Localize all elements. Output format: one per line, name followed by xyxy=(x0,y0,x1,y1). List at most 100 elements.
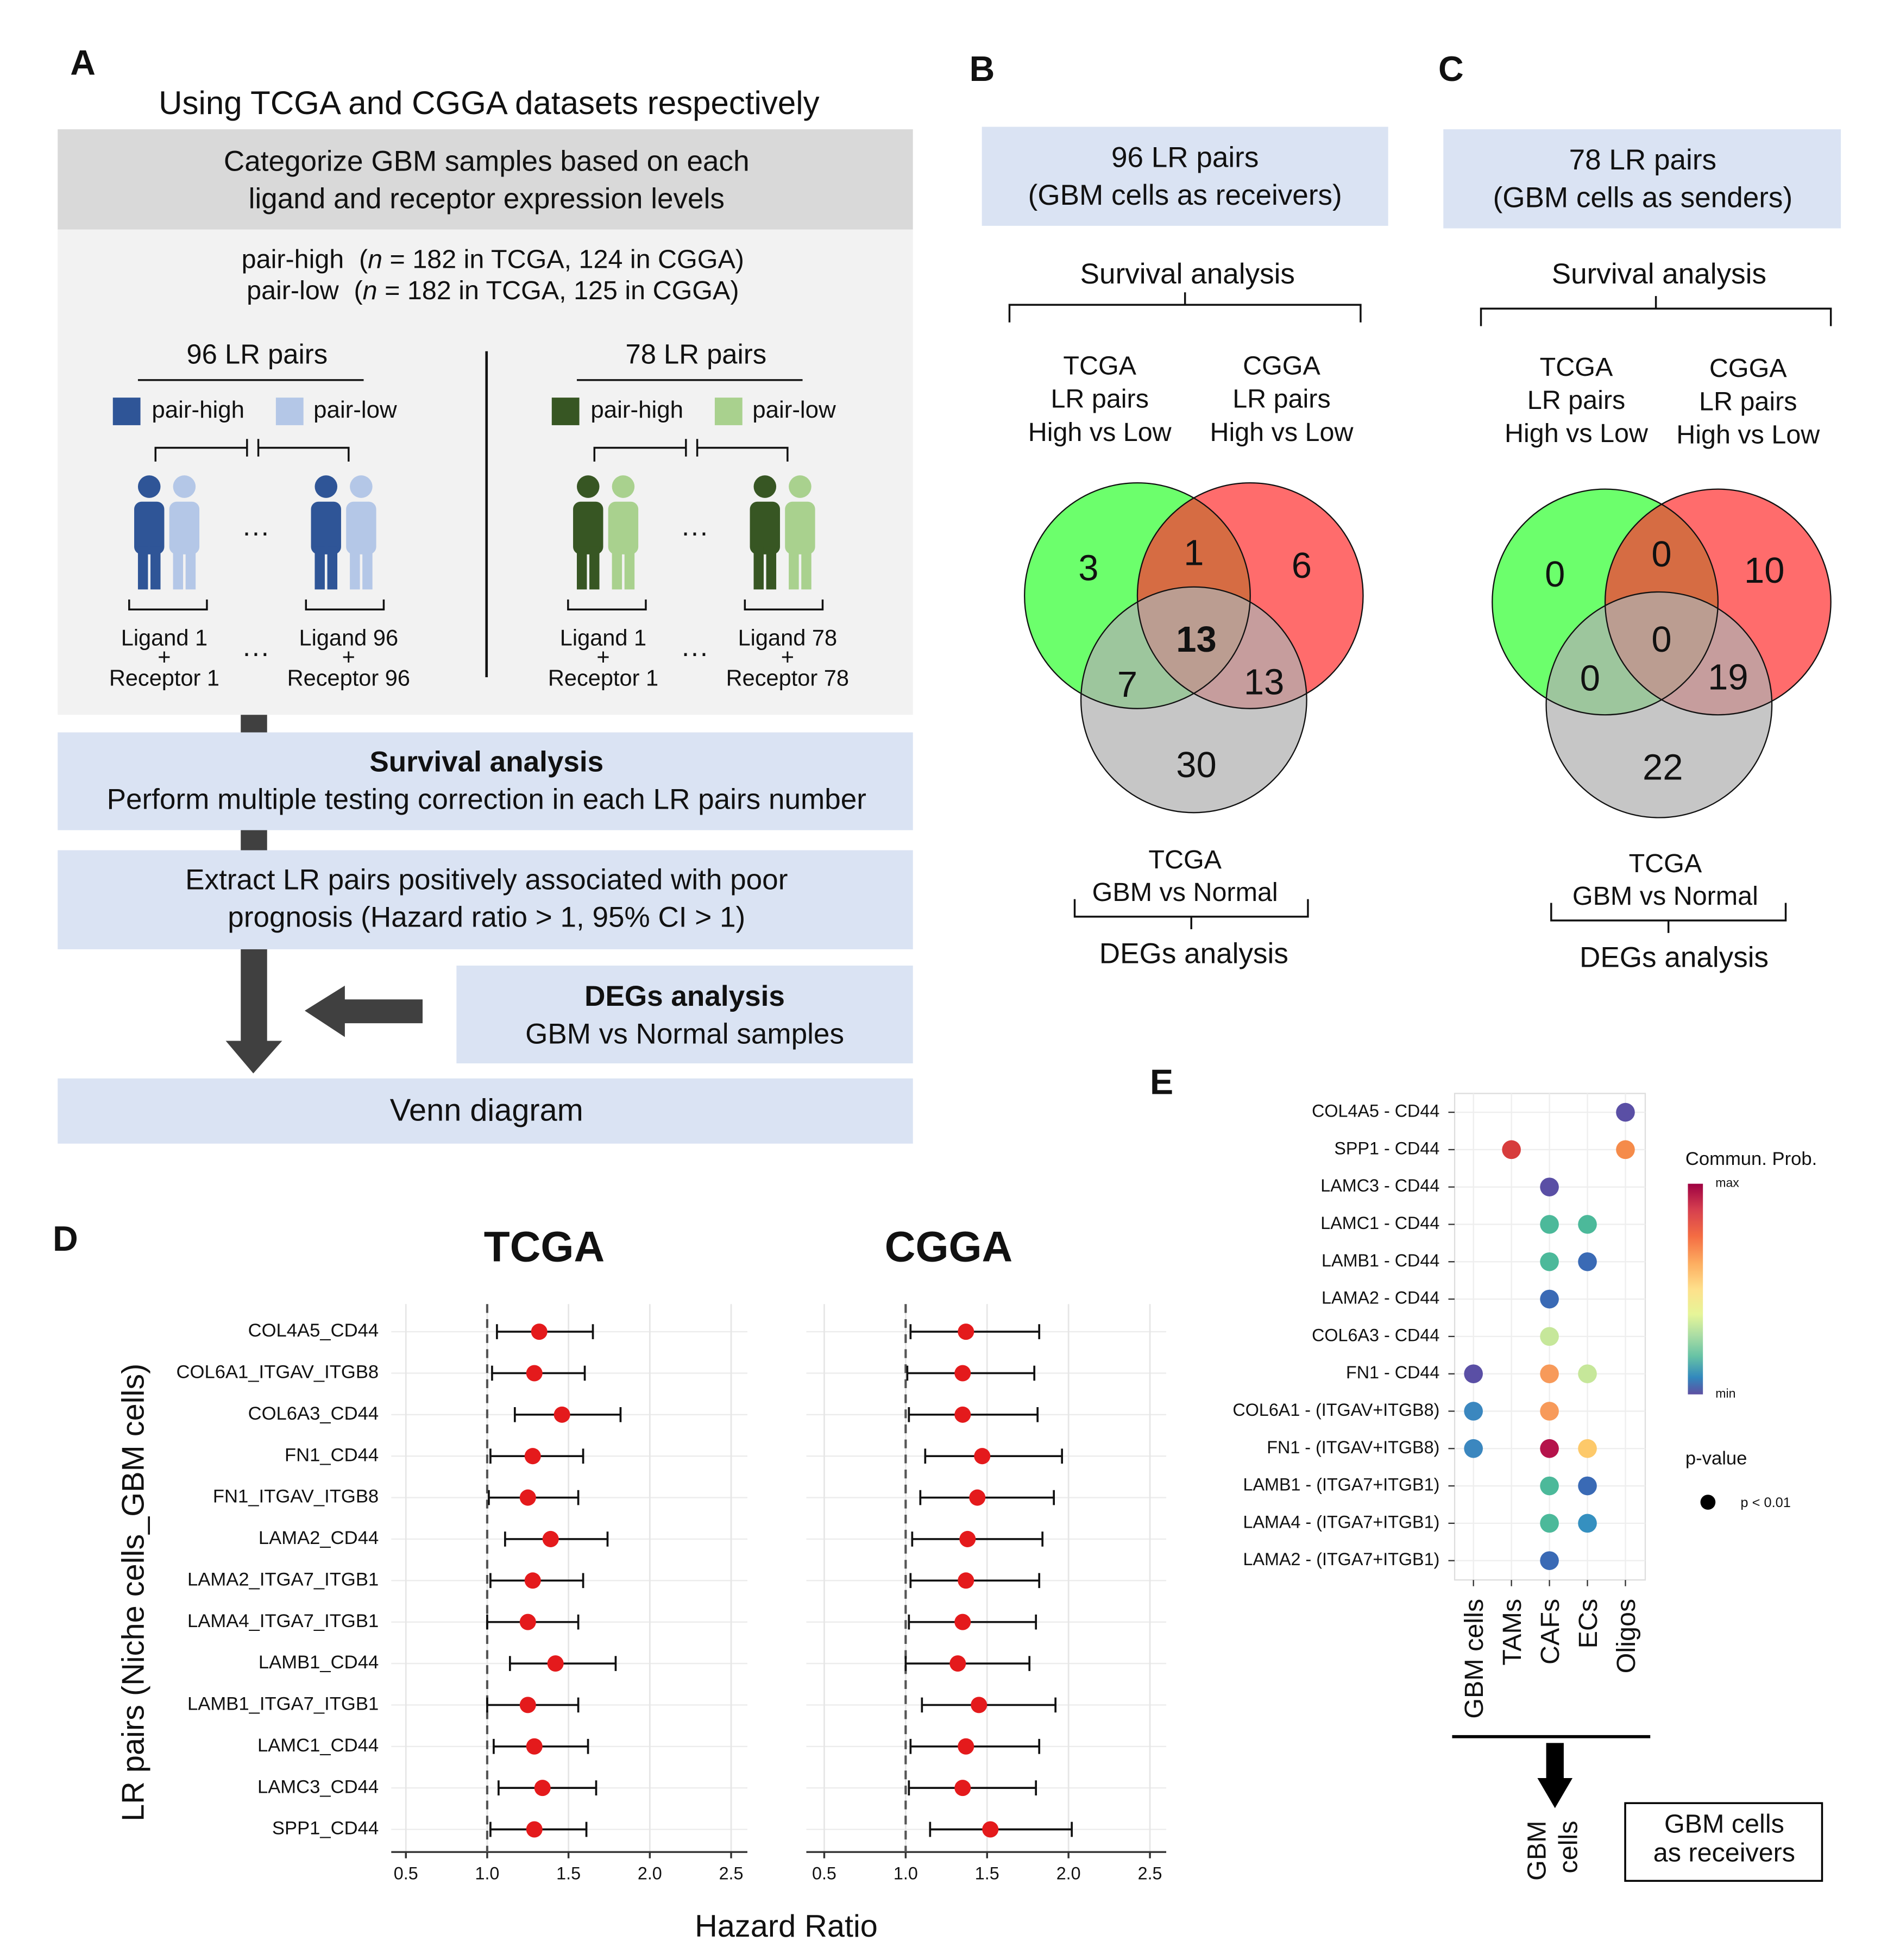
person-high xyxy=(750,501,780,554)
ellipsis: ··· xyxy=(242,516,270,547)
hr-point xyxy=(542,1530,559,1547)
bracket xyxy=(154,439,350,462)
row-label: FN1 - CD44 xyxy=(1346,1363,1439,1382)
down-arrow xyxy=(1537,1743,1573,1808)
panel-label: B xyxy=(970,49,995,89)
person-low xyxy=(612,475,635,498)
dot xyxy=(1540,1551,1559,1570)
target-label: GBM xyxy=(1523,1820,1552,1880)
row-label: SPP1 - CD44 xyxy=(1334,1138,1439,1158)
set-label: LR pairs xyxy=(1527,386,1625,415)
dot xyxy=(1540,1514,1559,1533)
dot xyxy=(1578,1476,1597,1496)
set-title: 96 LR pairs xyxy=(186,338,328,369)
dot xyxy=(1578,1215,1597,1234)
dot xyxy=(1616,1102,1635,1122)
x-tick-label: 1.5 xyxy=(556,1863,581,1883)
group-open: ( xyxy=(359,244,368,274)
legend-label: p < 0.01 xyxy=(1740,1495,1790,1510)
dot xyxy=(1540,1252,1559,1271)
hr-point xyxy=(524,1448,541,1465)
hr-point xyxy=(954,1406,971,1423)
legend-label: pair-high xyxy=(590,396,683,423)
pair-label: + xyxy=(781,644,794,669)
set-label: High vs Low xyxy=(1505,419,1649,448)
venn-fill xyxy=(1081,587,1307,813)
hr-point xyxy=(531,1324,548,1340)
legend-title: Commun. Prob. xyxy=(1685,1149,1817,1169)
hr-point xyxy=(954,1365,971,1382)
venn-count: 30 xyxy=(1176,745,1216,785)
color-bar xyxy=(1688,1183,1703,1395)
hr-point xyxy=(969,1489,986,1506)
dot xyxy=(1578,1364,1597,1383)
hr-point xyxy=(519,1489,536,1506)
box-text: ligand and receptor expression levels xyxy=(249,183,725,215)
ellipsis: ··· xyxy=(681,637,709,668)
legend-min: min xyxy=(1715,1387,1735,1401)
error-bar xyxy=(908,1407,1039,1422)
error-bar xyxy=(919,1490,1055,1505)
row-label: COL6A3 - CD44 xyxy=(1312,1325,1439,1345)
x-tick-label: 1.0 xyxy=(894,1863,918,1883)
error-bar xyxy=(909,1738,1041,1754)
row-label: LAMA4 - (ITGA7+ITGB1) xyxy=(1243,1512,1440,1532)
hr-point xyxy=(954,1614,971,1630)
legend-swatch xyxy=(551,398,580,425)
hr-point xyxy=(959,1530,976,1547)
x-tick-label: 2.0 xyxy=(638,1863,662,1883)
column-label: TAMs xyxy=(1498,1599,1527,1666)
legend-label: pair-high xyxy=(152,396,244,423)
box-text: (GBM cells as receivers) xyxy=(1028,179,1342,211)
box-text: Extract LR pairs positively associated w… xyxy=(185,864,788,896)
set-label: High vs Low xyxy=(1676,420,1820,450)
x-tick-label: 1.5 xyxy=(975,1863,999,1883)
hr-point xyxy=(547,1655,564,1672)
error-bar xyxy=(929,1822,1073,1837)
x-tick-label: 0.5 xyxy=(394,1863,418,1883)
hr-point xyxy=(982,1821,999,1838)
section-title: Survival analysis xyxy=(1080,258,1295,290)
pair-label: Ligand 96 xyxy=(299,625,399,651)
error-bar xyxy=(924,1448,1064,1464)
set-label: TCGA xyxy=(1540,352,1613,382)
person-high xyxy=(134,501,165,554)
section-title: DEGs analysis xyxy=(1099,938,1288,970)
group-var: n xyxy=(368,244,382,274)
venn-count: 6 xyxy=(1292,545,1312,586)
hr-point xyxy=(526,1738,543,1755)
pair-label: Receptor 96 xyxy=(287,665,410,691)
error-bar xyxy=(909,1573,1041,1589)
dot xyxy=(1464,1364,1483,1383)
dot xyxy=(1464,1402,1483,1421)
venn-count: 19 xyxy=(1708,657,1748,697)
legend-swatch xyxy=(112,398,141,425)
column-label: CAFs xyxy=(1536,1599,1565,1665)
venn-count: 22 xyxy=(1643,747,1683,787)
brace xyxy=(128,599,208,611)
y-axis-label: LR pairs (Niche cells_GBM cells) xyxy=(116,1364,151,1822)
box-text: Categorize GBM samples based on each xyxy=(224,145,750,177)
row-label: FN1 - (ITGAV+ITGB8) xyxy=(1267,1438,1439,1457)
person-low xyxy=(789,475,811,498)
dot xyxy=(1578,1252,1597,1271)
survival-box xyxy=(58,732,913,830)
header-box xyxy=(58,129,913,230)
group-open: ( xyxy=(354,276,363,305)
person-low xyxy=(350,546,360,590)
set-label: High vs Low xyxy=(1210,418,1354,447)
x-tick-label: 0.5 xyxy=(812,1863,836,1883)
person-high xyxy=(150,546,161,590)
panel-label: E xyxy=(1150,1062,1173,1101)
venn-outline xyxy=(1604,488,1832,716)
hr-point xyxy=(519,1614,536,1630)
venn-outline xyxy=(1080,586,1307,814)
set-label: LR pairs xyxy=(1699,387,1797,416)
venn-count: 0 xyxy=(1651,619,1671,660)
dot xyxy=(1540,1364,1559,1383)
hr-point xyxy=(553,1406,570,1423)
hr-point xyxy=(974,1448,991,1465)
set-label: CGGA xyxy=(1243,351,1320,381)
column-label: ECs xyxy=(1574,1599,1603,1649)
x-tick-label: 2.5 xyxy=(719,1863,744,1883)
